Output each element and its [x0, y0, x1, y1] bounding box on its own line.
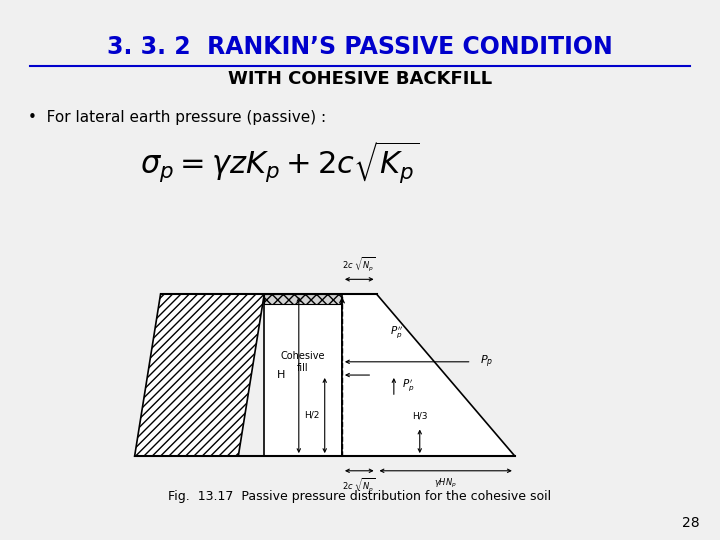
Text: $2c\ \sqrt{N_p}$: $2c\ \sqrt{N_p}$ — [342, 256, 377, 273]
Polygon shape — [264, 294, 342, 305]
Text: Cohesive
fill: Cohesive fill — [281, 351, 325, 373]
Text: H/2: H/2 — [304, 410, 320, 420]
Text: H/3: H/3 — [412, 411, 428, 421]
Polygon shape — [135, 294, 264, 456]
Text: Fig.  13.17  Passive pressure distribution for the cohesive soil: Fig. 13.17 Passive pressure distribution… — [168, 490, 552, 503]
Polygon shape — [342, 294, 515, 456]
Text: •  For lateral earth pressure (passive) :: • For lateral earth pressure (passive) : — [28, 110, 326, 125]
Text: $P_p$: $P_p$ — [480, 354, 493, 370]
Polygon shape — [264, 294, 342, 456]
Text: 28: 28 — [683, 516, 700, 530]
Text: 3. 3. 2  RANKIN’S PASSIVE CONDITION: 3. 3. 2 RANKIN’S PASSIVE CONDITION — [107, 35, 613, 59]
Text: H: H — [277, 370, 286, 380]
Text: $\sigma_p =  \gamma z K_p + 2c\sqrt{K_p}$: $\sigma_p = \gamma z K_p + 2c\sqrt{K_p}$ — [140, 140, 420, 186]
Text: $2c\ \sqrt{N_p}$: $2c\ \sqrt{N_p}$ — [342, 477, 377, 494]
Text: $\gamma HN_p$: $\gamma HN_p$ — [434, 477, 457, 490]
Text: WITH COHESIVE BACKFILL: WITH COHESIVE BACKFILL — [228, 70, 492, 88]
Text: $P_p^{\prime}$: $P_p^{\prime}$ — [402, 377, 415, 393]
Text: $P_p^{\prime\prime}$: $P_p^{\prime\prime}$ — [390, 325, 402, 340]
